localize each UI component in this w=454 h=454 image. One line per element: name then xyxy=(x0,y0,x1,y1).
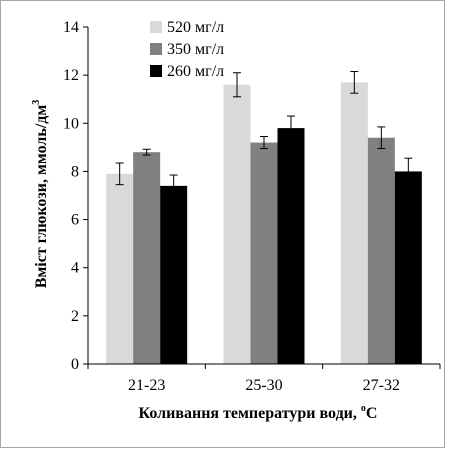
legend-swatch xyxy=(150,43,162,55)
x-tick-label: 25-30 xyxy=(245,377,282,394)
y-tick-label: 6 xyxy=(71,212,79,229)
bar xyxy=(223,84,251,365)
legend-label: 520 мг/л xyxy=(167,19,224,36)
x-axis-title: Коливання температури води, oС xyxy=(139,403,378,422)
legend-swatch xyxy=(150,21,162,33)
bar xyxy=(367,137,395,364)
y-tick-label: 2 xyxy=(71,308,79,325)
bar xyxy=(250,142,278,364)
x-ticks-layer: 21-23 25-30 27-32 xyxy=(87,364,441,394)
y-tick-label: 14 xyxy=(63,19,79,36)
y-tick-label: 12 xyxy=(63,67,79,84)
bar xyxy=(277,128,305,364)
y-ticks-layer: 0 2 4 6 8 10 12 14 xyxy=(63,19,88,373)
axes-layer xyxy=(87,27,440,365)
y-tick-label: 8 xyxy=(71,163,79,180)
y-tick-label: 10 xyxy=(63,115,79,132)
legend-label: 260 мг/л xyxy=(167,63,224,80)
x-tick-label: 21-23 xyxy=(128,377,165,394)
legend-label: 350 мг/л xyxy=(167,41,224,58)
bars-layer xyxy=(106,82,422,365)
error-bars-layer xyxy=(115,71,413,198)
bar xyxy=(394,171,422,364)
legend: 520 мг/л 350 мг/л 260 мг/л xyxy=(150,19,224,80)
x-tick-label: 27-32 xyxy=(363,377,400,394)
bar xyxy=(106,173,134,364)
bar xyxy=(160,185,188,364)
bar xyxy=(340,82,368,364)
y-axis-title: Вміст глюкози, ммоль/дм3 xyxy=(31,100,50,289)
bar xyxy=(133,152,161,364)
y-tick-label: 4 xyxy=(71,260,79,277)
legend-swatch xyxy=(150,65,162,77)
y-tick-label: 0 xyxy=(71,356,79,373)
